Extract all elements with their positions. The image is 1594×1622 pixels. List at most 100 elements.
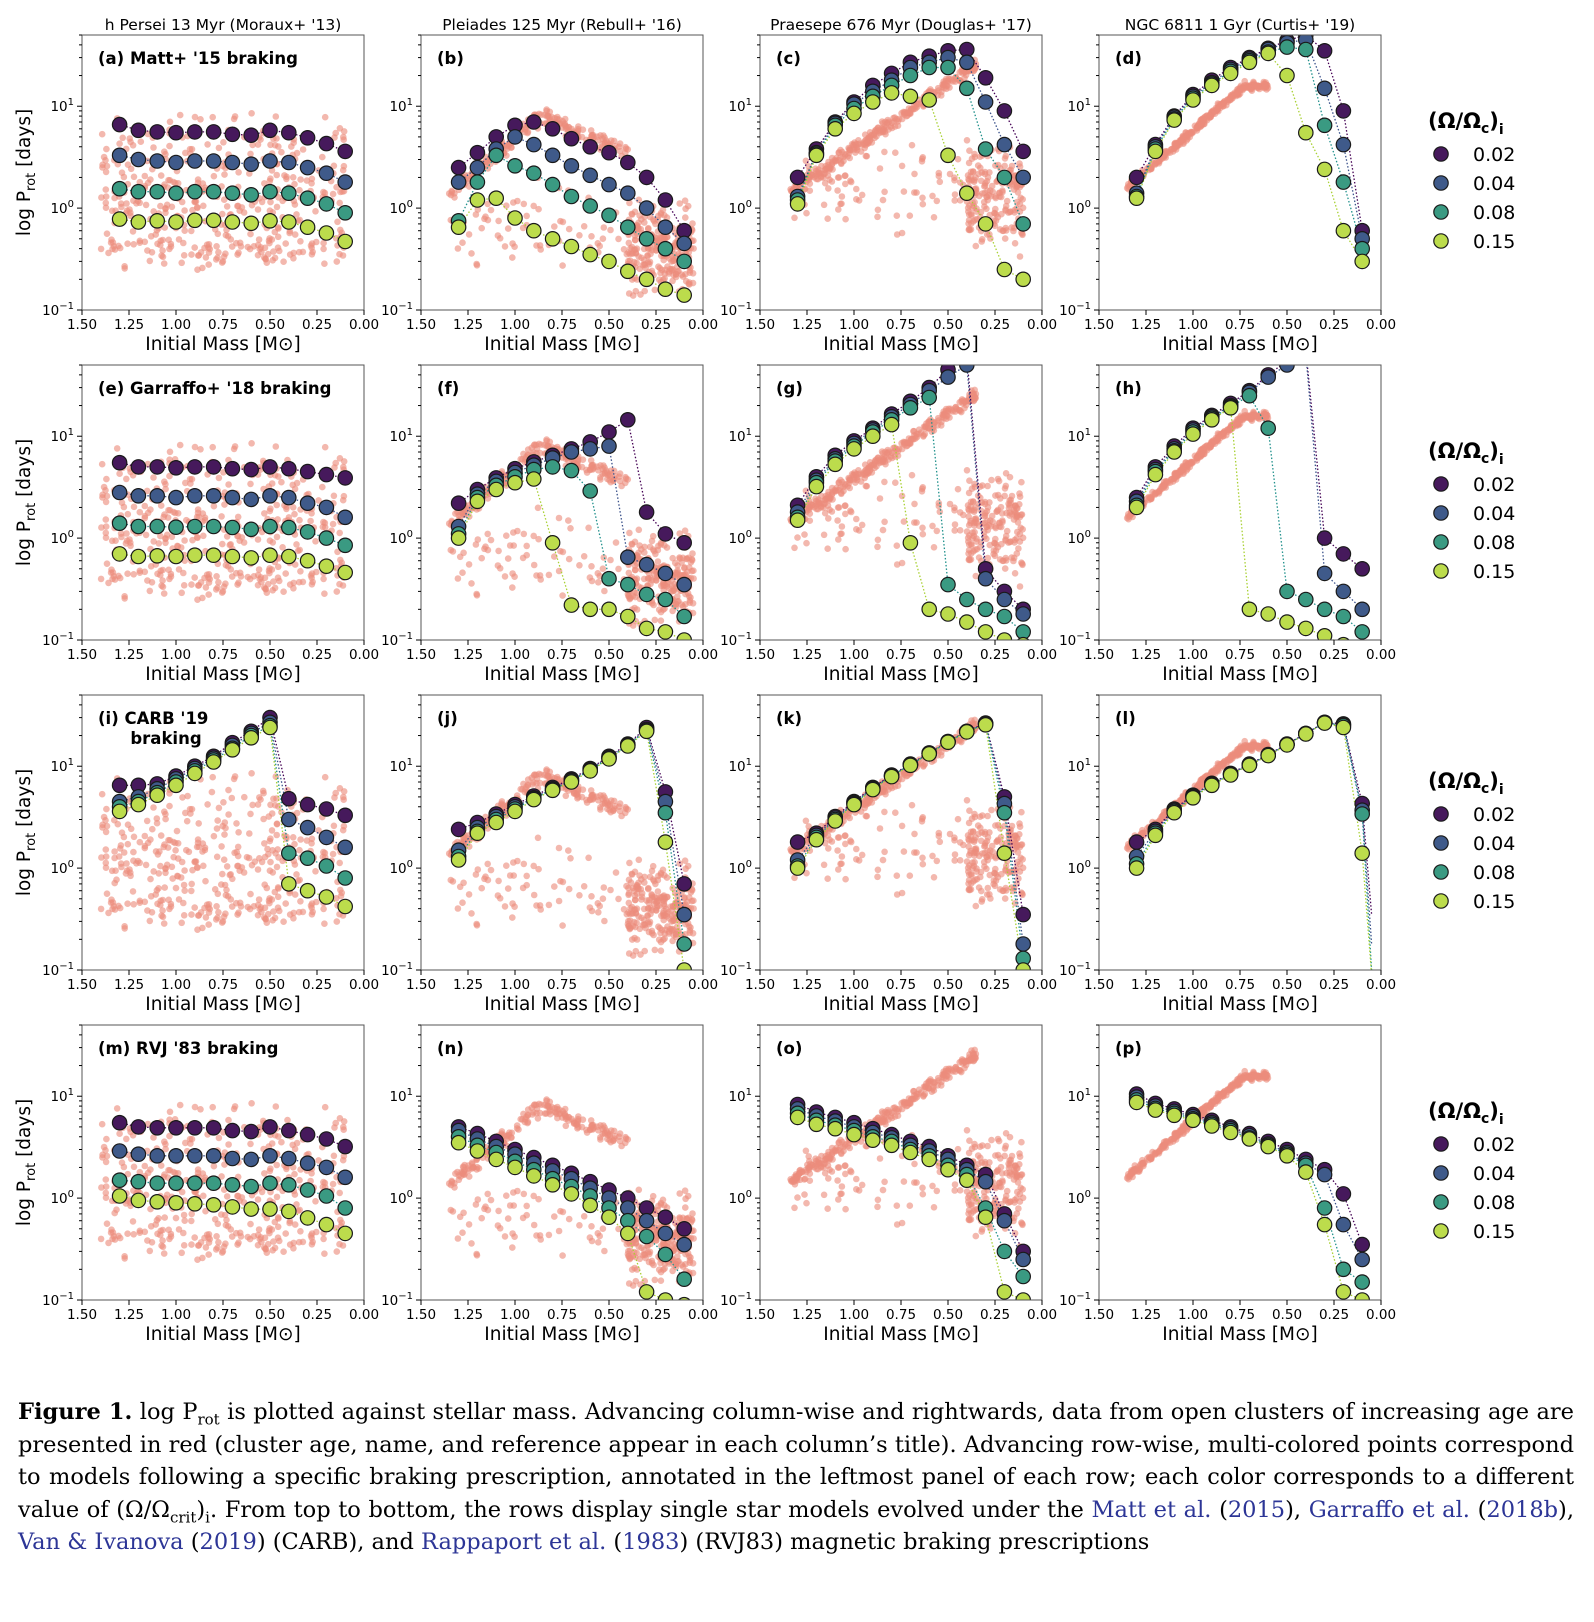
observed-point	[98, 524, 105, 531]
y-tick-label: 100	[728, 199, 752, 217]
observed-point	[1018, 230, 1026, 237]
observed-point	[175, 566, 183, 573]
observed-point	[283, 175, 290, 183]
observed-point	[159, 896, 166, 904]
observed-point	[881, 148, 888, 156]
observed-point	[268, 810, 276, 817]
observed-point	[966, 147, 973, 154]
observed-point	[514, 527, 521, 535]
observed-point	[340, 822, 348, 830]
observed-point	[246, 245, 254, 253]
observed-point	[664, 233, 671, 241]
y-tick-label: 101	[1067, 97, 1091, 115]
model-point-0.02	[525, 114, 542, 130]
y-tick-label: 101	[728, 427, 752, 445]
observed-point	[162, 535, 169, 543]
observed-point	[478, 554, 486, 562]
x-tick-label: 0.00	[1027, 317, 1057, 333]
model-point-0.04	[619, 549, 636, 565]
observed-point	[178, 858, 186, 866]
observed-point	[1003, 527, 1011, 535]
column-title: Praesepe 676 Myr (Douglas+ '17)	[770, 16, 1032, 34]
observed-point	[221, 171, 228, 178]
observed-point	[881, 518, 888, 526]
observed-point	[938, 92, 945, 99]
observed-point	[863, 482, 871, 490]
observed-point	[682, 205, 689, 213]
observed-point	[615, 235, 622, 243]
model-point-0.02	[318, 801, 335, 817]
observed-point	[237, 243, 245, 250]
observed-point	[495, 217, 502, 225]
observed-point	[554, 113, 561, 121]
observed-point	[275, 854, 282, 861]
observed-point	[600, 554, 608, 561]
observed-point	[116, 244, 124, 252]
observed-point	[951, 191, 959, 198]
observed-point	[600, 224, 608, 231]
model-point-0.15	[337, 233, 353, 250]
y-tick-label: 100	[1067, 529, 1091, 547]
model-point-0.08	[601, 207, 617, 224]
observed-point	[194, 836, 202, 843]
observed-point	[1018, 560, 1026, 567]
x-tick-label: 0.75	[208, 647, 238, 663]
observed-point	[979, 482, 986, 489]
model-point-0.08	[1298, 41, 1314, 58]
observed-point	[1001, 235, 1009, 242]
x-tick-label: 1.25	[1131, 317, 1161, 333]
observed-point	[636, 212, 643, 219]
observed-point	[149, 825, 156, 833]
observed-point	[1003, 197, 1011, 205]
observed-point	[975, 170, 982, 178]
model-point-0.08	[243, 521, 259, 538]
observed-point	[955, 406, 963, 414]
observed-point	[578, 133, 586, 141]
observed-point	[1016, 583, 1024, 590]
observed-point	[1239, 85, 1247, 93]
model-point-0.04	[601, 176, 617, 193]
model-point-0.15	[187, 212, 203, 229]
model-point-0.15	[827, 456, 843, 473]
observed-point	[878, 118, 886, 125]
observed-point	[629, 952, 637, 959]
observed-point	[669, 607, 676, 615]
x-tick-label: 1.25	[792, 317, 822, 333]
observed-point	[933, 527, 941, 535]
observed-point	[626, 859, 633, 867]
model-point-0.15	[205, 212, 222, 229]
observed-point	[874, 124, 882, 131]
observed-point	[622, 479, 629, 487]
model-point-0.08	[318, 858, 335, 874]
observed-point	[143, 817, 151, 825]
x-tick-label: 0.50	[255, 317, 285, 333]
observed-point	[162, 815, 169, 823]
observed-point	[597, 476, 604, 483]
observed-point	[201, 514, 209, 521]
observed-point	[109, 899, 117, 906]
observed-point	[622, 149, 629, 157]
model-point-0.08	[130, 183, 147, 200]
observed-point	[891, 453, 899, 460]
observed-point	[615, 565, 622, 573]
observed-point	[291, 840, 298, 848]
observed-point	[274, 224, 282, 231]
observed-point	[270, 578, 277, 585]
observed-point	[307, 572, 315, 579]
x-tick-label: 0.25	[302, 317, 332, 333]
observed-point	[209, 773, 216, 781]
x-tick-label: 0.00	[349, 317, 379, 333]
observed-point	[215, 249, 222, 256]
observed-point	[274, 233, 282, 241]
y-tick-label: 100	[389, 199, 413, 217]
observed-point	[321, 260, 328, 268]
model-point-0.15	[111, 546, 128, 562]
observed-point	[1013, 513, 1020, 521]
observed-point	[969, 168, 977, 176]
observed-point	[1013, 183, 1020, 191]
observed-point	[496, 895, 504, 902]
observed-point	[249, 801, 256, 809]
observed-point	[487, 866, 495, 874]
observed-point	[194, 266, 201, 274]
observed-point	[188, 911, 195, 918]
